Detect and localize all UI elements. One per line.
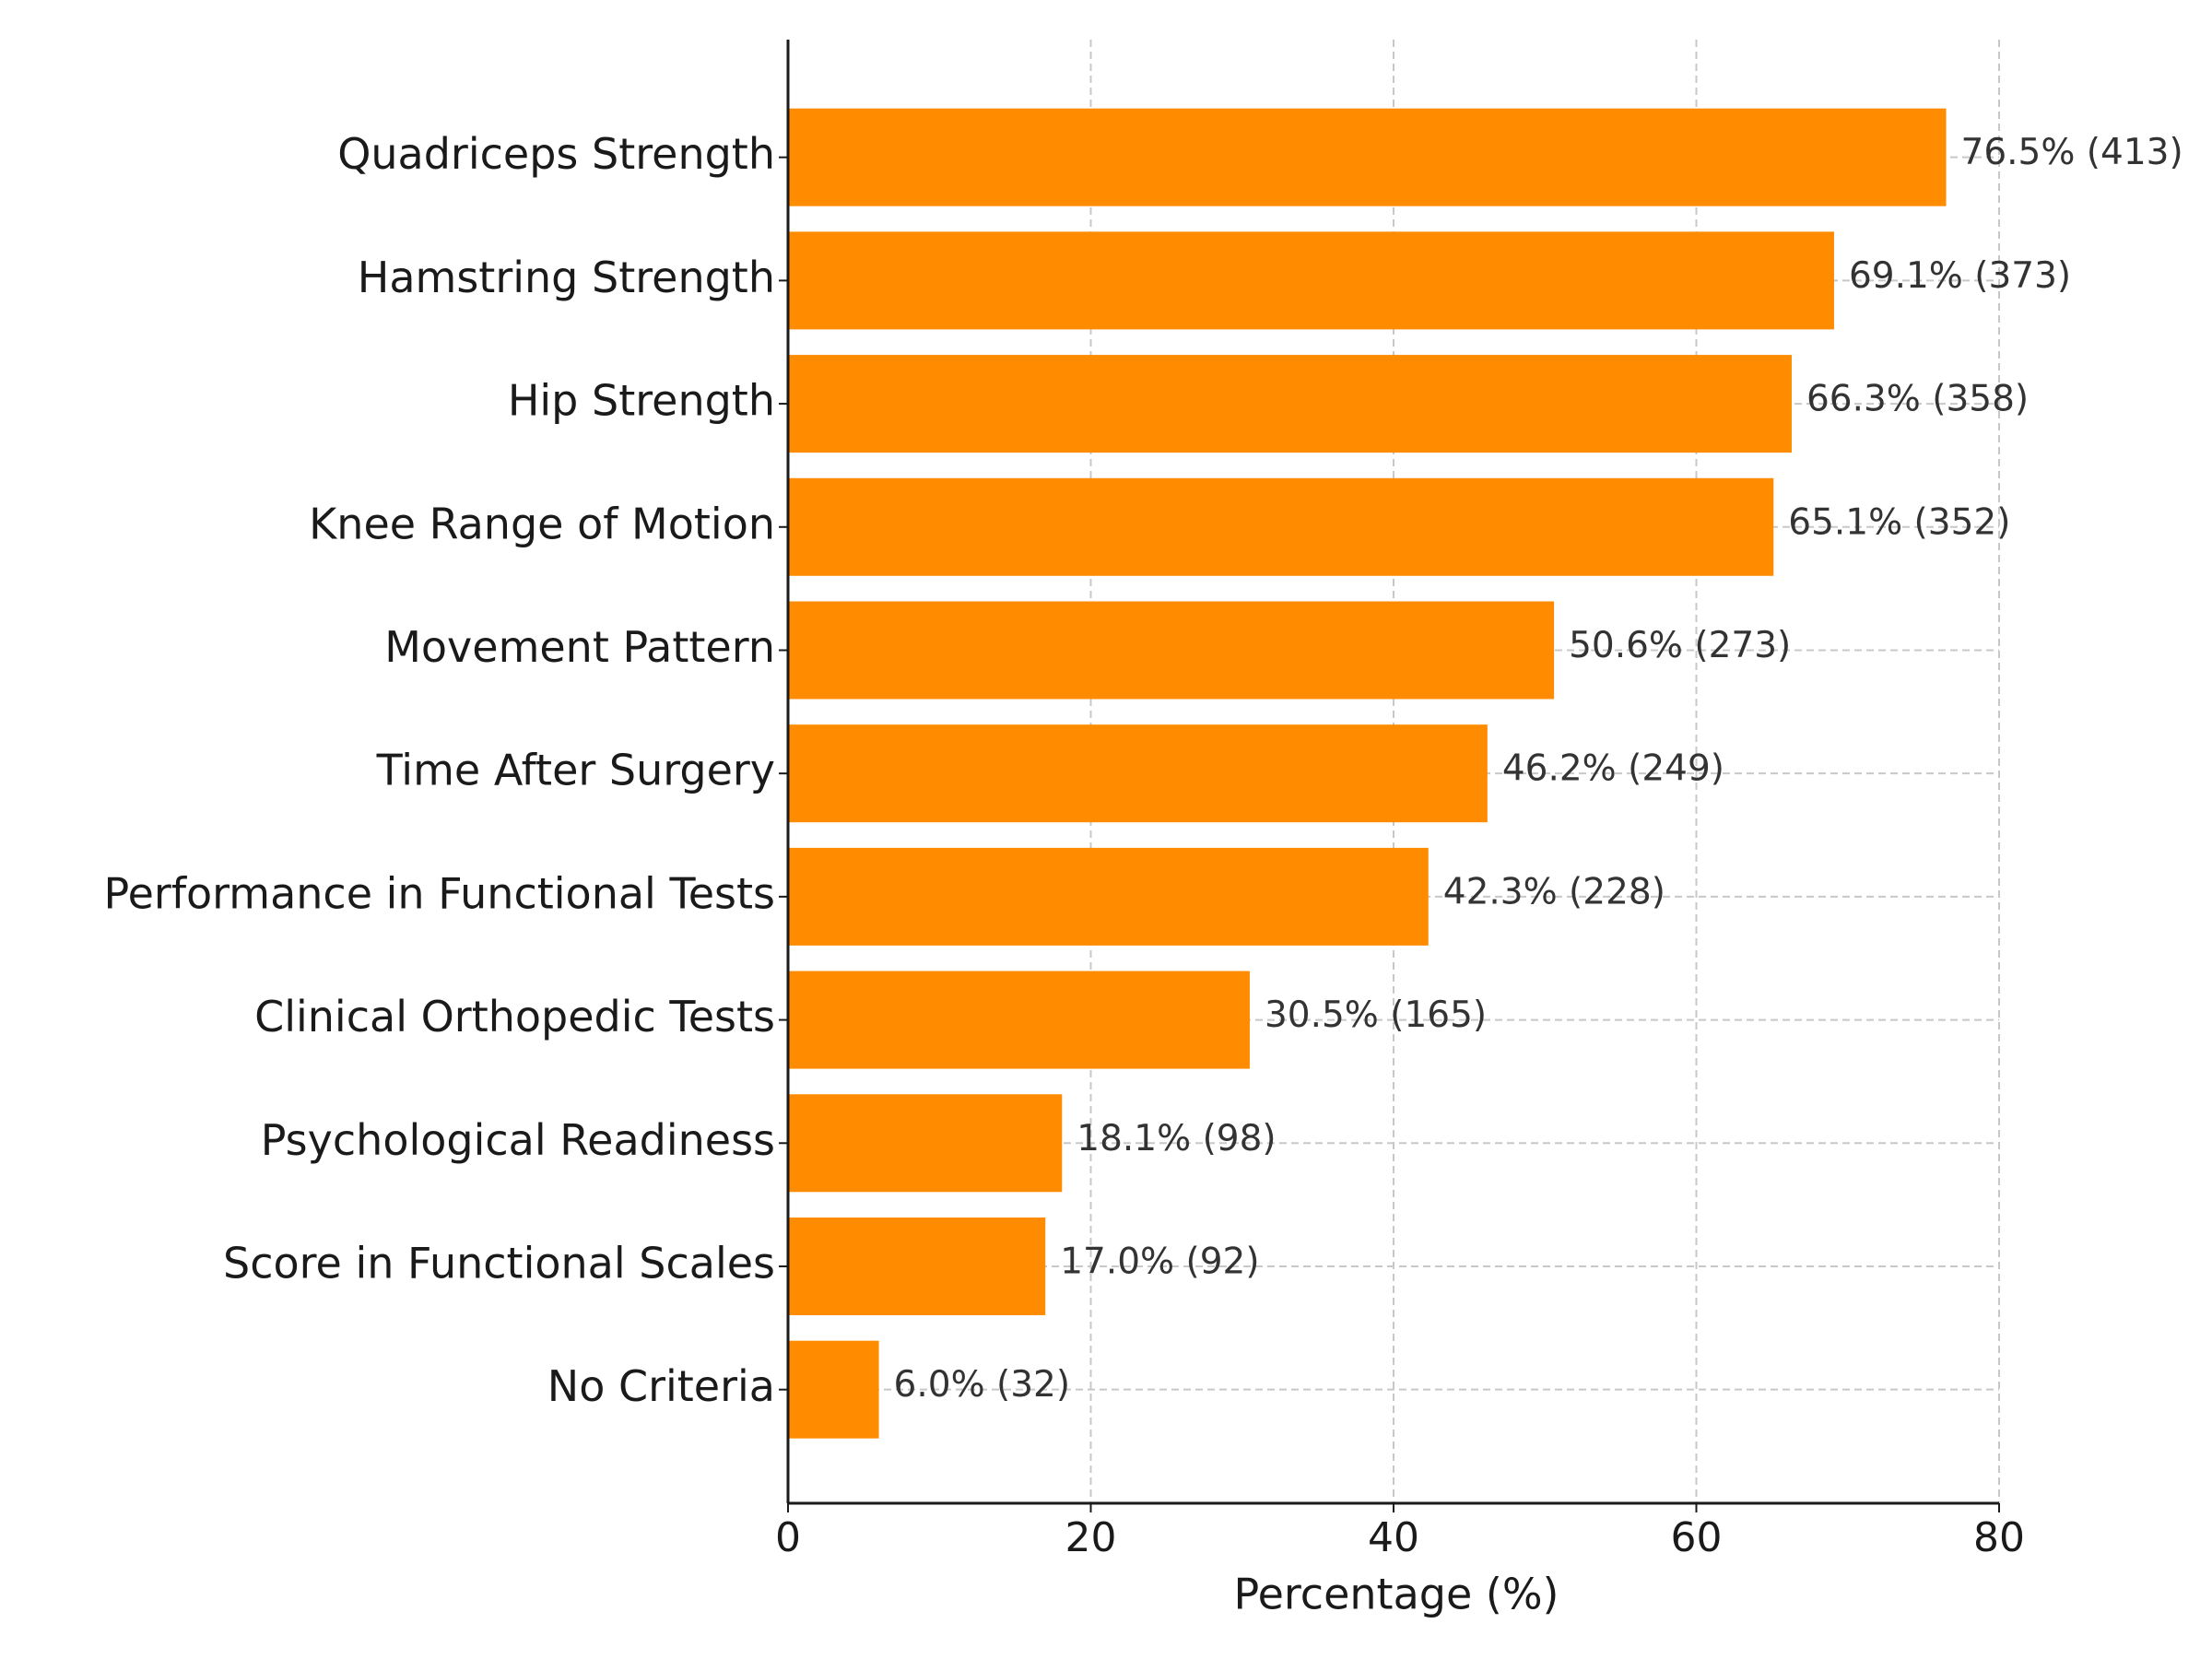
bar	[788, 477, 1774, 576]
y-tick-label: Movement Pattern	[384, 622, 775, 672]
value-label: 76.5% (413)	[1961, 132, 2183, 173]
x-tick-label: 20	[1065, 1514, 1117, 1561]
bar	[788, 231, 1834, 330]
bar	[788, 1340, 879, 1439]
y-tick-label: Quadriceps Strength	[337, 129, 775, 179]
bar	[788, 971, 1250, 1069]
value-label: 30.5% (165)	[1265, 994, 1487, 1036]
value-label: 50.6% (273)	[1569, 625, 1791, 666]
value-label: 65.1% (352)	[1788, 501, 2010, 543]
y-tick-label: Performance in Functional Tests	[104, 868, 775, 918]
bar	[788, 1217, 1046, 1315]
value-label: 17.0% (92)	[1060, 1241, 1259, 1282]
y-tick-label: Psychological Readiness	[261, 1115, 775, 1165]
x-tick-label: 0	[775, 1514, 801, 1561]
y-tick-label: Hamstring Strength	[358, 253, 775, 302]
x-tick-label: 60	[1671, 1514, 1723, 1561]
x-tick-label: 40	[1368, 1514, 1419, 1561]
value-label: 66.3% (358)	[1806, 379, 2029, 420]
x-tick-label: 80	[1973, 1514, 2025, 1561]
value-label: 69.1% (373)	[1849, 255, 2071, 297]
y-tick-label: Score in Functional Scales	[223, 1238, 775, 1288]
bar	[788, 1094, 1063, 1193]
bar	[788, 601, 1555, 700]
bar	[788, 847, 1429, 946]
value-label: 18.1% (98)	[1077, 1118, 1276, 1159]
x-axis-label: Percentage (%)	[1234, 1570, 1559, 1619]
value-label: 42.3% (228)	[1443, 871, 1665, 912]
y-tick-label: Clinical Orthopedic Tests	[254, 992, 775, 1041]
y-tick-label: Time After Surgery	[376, 746, 775, 795]
value-label: 46.2% (249)	[1502, 748, 1724, 790]
bar	[788, 108, 1947, 206]
bar	[788, 724, 1488, 823]
y-tick-label: Hip Strength	[508, 376, 775, 426]
value-label: 6.0% (32)	[894, 1364, 1071, 1406]
bar	[788, 355, 1792, 453]
y-tick-label: Knee Range of Motion	[309, 499, 775, 548]
y-tick-label: No Criteria	[547, 1361, 775, 1411]
